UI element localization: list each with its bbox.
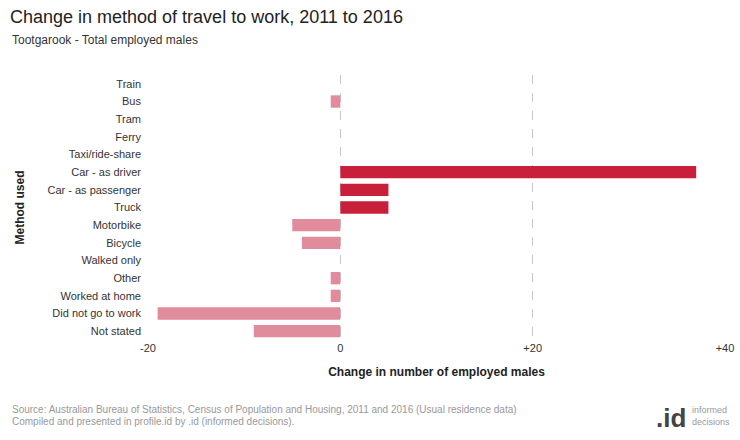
svg-text:+40: +40 [716,342,735,354]
svg-text:Worked at home: Worked at home [60,290,141,302]
svg-text:Method used: Method used [13,171,27,245]
svg-text:Other: Other [113,272,141,284]
svg-text:Source: Australian Bureau of S: Source: Australian Bureau of Statistics,… [12,404,517,415]
svg-text:Change in number of employed m: Change in number of employed males [328,365,545,379]
svg-text:informeddecisions: informeddecisions [692,405,730,427]
svg-text:Taxi/ride-share: Taxi/ride-share [69,148,141,160]
svg-text:Bicycle: Bicycle [106,237,141,249]
svg-text:Car - as passenger: Car - as passenger [47,184,141,196]
svg-text:Walked only: Walked only [81,254,141,266]
svg-text:Train: Train [116,78,141,90]
svg-text:Compiled and presented in prof: Compiled and presented in profile.id by … [12,416,294,427]
svg-text:Motorbike: Motorbike [93,219,141,231]
svg-text:Not stated: Not stated [91,325,141,337]
svg-text:+20: +20 [523,342,542,354]
svg-text:Tram: Tram [116,113,141,125]
svg-text:Car - as driver: Car - as driver [71,166,141,178]
svg-text:0: 0 [337,342,343,354]
svg-text:Change in method of travel to: Change in method of travel to work, 2011… [10,7,403,27]
svg-text:Tootgarook - Total employed ma: Tootgarook - Total employed males [12,33,198,47]
svg-text:.id: .id [656,403,686,433]
svg-text:Truck: Truck [114,201,142,213]
svg-text:Ferry: Ferry [115,131,141,143]
svg-text:Did not go to work: Did not go to work [52,307,141,319]
svg-text:-20: -20 [140,342,156,354]
svg-text:Bus: Bus [122,95,141,107]
